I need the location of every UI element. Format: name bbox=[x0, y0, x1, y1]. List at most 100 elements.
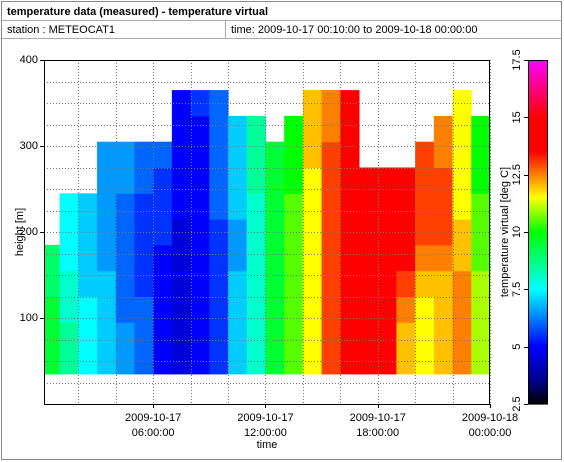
colorbar-strip bbox=[528, 256, 548, 259]
heat-cell bbox=[209, 115, 229, 143]
heat-cell bbox=[471, 270, 491, 297]
colorbar-strip bbox=[528, 200, 548, 203]
heat-cell bbox=[246, 167, 266, 194]
colorbar-strip bbox=[528, 192, 548, 195]
colorbar-strip bbox=[528, 304, 548, 307]
colorbar-strip bbox=[528, 210, 548, 213]
colorbar-strip bbox=[528, 80, 548, 83]
colorbar-strip bbox=[528, 74, 548, 77]
colorbar-strip bbox=[528, 206, 548, 209]
colorbar-strip bbox=[528, 398, 548, 401]
colorbar-strip bbox=[528, 380, 548, 383]
colorbar-strip bbox=[528, 90, 548, 93]
heat-cell bbox=[134, 270, 154, 297]
colorbar-strip bbox=[528, 366, 548, 369]
heat-cell bbox=[59, 244, 79, 272]
heat-cell bbox=[415, 193, 435, 220]
colorbar-strip bbox=[528, 188, 548, 191]
colorbar-strip bbox=[528, 146, 548, 149]
colorbar-strip bbox=[528, 152, 548, 155]
heat-cell bbox=[452, 244, 472, 272]
heat-cell bbox=[209, 167, 229, 194]
colorbar-strip bbox=[528, 252, 548, 255]
heat-cell bbox=[452, 270, 472, 297]
colorbar-strip bbox=[528, 300, 548, 303]
heat-cell bbox=[302, 296, 323, 323]
heat-cell bbox=[396, 219, 416, 246]
heat-cell bbox=[265, 270, 285, 297]
colorbar-strip bbox=[528, 358, 548, 361]
heat-cell bbox=[59, 193, 79, 220]
colorbar-strip bbox=[528, 244, 548, 247]
heat-cell bbox=[115, 193, 135, 220]
heat-cell bbox=[171, 244, 192, 272]
heat-cell bbox=[153, 270, 173, 297]
colorbar-strip bbox=[528, 382, 548, 385]
heat-cell bbox=[134, 219, 154, 246]
heat-cell bbox=[78, 296, 98, 323]
cells bbox=[44, 90, 491, 375]
heat-cell bbox=[340, 115, 360, 143]
colorbar-strip bbox=[528, 266, 548, 269]
heat-cell bbox=[171, 115, 192, 143]
heat-cell bbox=[396, 270, 416, 297]
heat-cell bbox=[97, 141, 117, 168]
heat-cell bbox=[265, 322, 285, 349]
heat-cell bbox=[452, 141, 472, 168]
heat-cell bbox=[377, 322, 397, 349]
x-tick-label: 12:00:00 bbox=[244, 427, 287, 439]
colorbar-strip bbox=[528, 370, 548, 373]
colorbar-strip bbox=[528, 394, 548, 397]
colorbar-strip bbox=[528, 260, 548, 263]
colorbar-strip bbox=[528, 342, 548, 345]
colorbar-strip bbox=[528, 216, 548, 219]
heat-cell bbox=[246, 115, 266, 143]
heat-cell bbox=[97, 270, 117, 297]
heat-cell bbox=[190, 167, 210, 194]
colorbar-strip bbox=[528, 176, 548, 179]
heat-cell bbox=[78, 219, 98, 246]
heat-cell bbox=[97, 322, 117, 349]
colorbar-strip bbox=[528, 296, 548, 299]
heat-cell bbox=[153, 348, 173, 375]
heat-cell bbox=[153, 167, 173, 194]
colorbar-strip bbox=[528, 290, 548, 293]
heat-cell bbox=[302, 270, 323, 297]
heat-cell bbox=[340, 219, 360, 246]
heat-cell bbox=[153, 296, 173, 323]
colorbar-strip bbox=[528, 312, 548, 315]
heat-cell bbox=[452, 115, 472, 143]
heat-cell bbox=[340, 296, 360, 323]
colorbar-strip bbox=[528, 298, 548, 301]
heat-cell bbox=[340, 141, 360, 168]
heat-cell bbox=[78, 193, 98, 220]
colorbar-strip bbox=[528, 100, 548, 103]
colorbar-strip bbox=[528, 116, 548, 119]
colorbar-strip bbox=[528, 142, 548, 145]
colorbar-strip bbox=[528, 126, 548, 129]
heat-cell bbox=[190, 244, 210, 272]
colorbar-strip bbox=[528, 104, 548, 107]
heat-cell bbox=[44, 348, 61, 375]
heat-cell bbox=[209, 270, 229, 297]
heat-cell bbox=[134, 193, 154, 220]
colorbar-strip bbox=[528, 130, 548, 133]
heat-cell bbox=[246, 322, 266, 349]
station: station : METEOCAT1 bbox=[7, 24, 115, 36]
heat-cell bbox=[302, 348, 323, 375]
x-tick-label: 2009-10-17 bbox=[237, 412, 293, 424]
colorbar-strip bbox=[528, 220, 548, 223]
heat-cell bbox=[134, 244, 154, 272]
colorbar-strip bbox=[528, 286, 548, 289]
heat-cell bbox=[284, 167, 304, 194]
heat-cell bbox=[452, 193, 472, 220]
colorbar-strip bbox=[528, 106, 548, 109]
heat-cell bbox=[97, 167, 117, 194]
colorbar-strip bbox=[528, 186, 548, 189]
heat-cell bbox=[359, 193, 379, 220]
heat-cell bbox=[171, 296, 192, 323]
colorbar-strip bbox=[528, 334, 548, 337]
colorbar-strip bbox=[528, 352, 548, 355]
colorbar-strip bbox=[528, 196, 548, 199]
colorbar-frame bbox=[528, 60, 548, 404]
